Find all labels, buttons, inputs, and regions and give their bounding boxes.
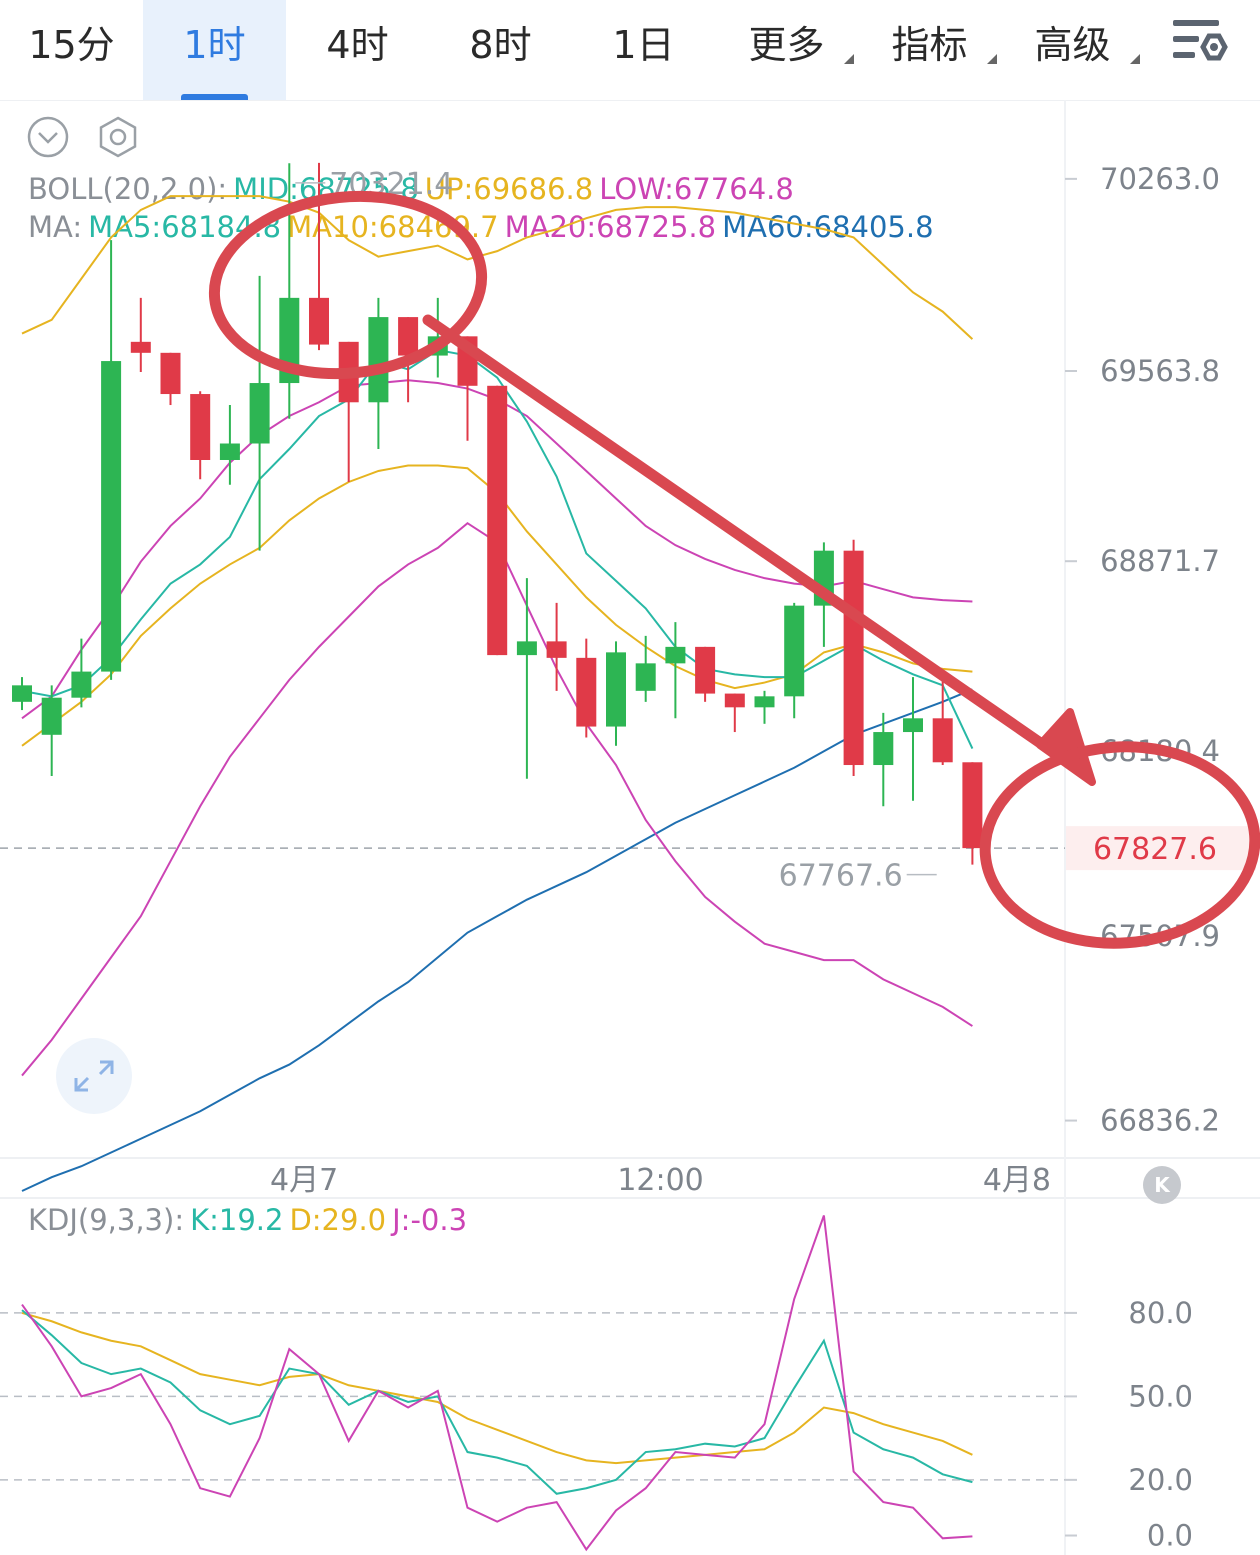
candle-up [635,663,656,691]
timeframe-tabs: 15分 1时 4时 8时 1日 更多 指标 高级 [0,0,1260,101]
kdj-tick-label: 0.0 [1147,1519,1193,1553]
indicator-settings-button[interactable] [96,115,138,158]
kdj-j-line [21,1215,973,1552]
tab-label: 1日 [612,23,675,67]
chart-settings-button[interactable] [1165,14,1235,74]
candle-down [309,297,329,345]
kdj-k-line [21,1309,973,1495]
tab-3[interactable]: 8时 [429,0,572,100]
candle-down [160,352,181,395]
tab-label: 1时 [183,23,246,67]
tab-0[interactable]: 15分 [0,0,143,100]
candle-up [368,317,389,403]
kdj-legend: KDJ(9,3,3): K:19.2 D:29.0 J:-0.3 [28,1203,473,1237]
ma-label: MA: [28,210,83,244]
tab-label: 更多 [748,23,825,67]
x-tick-label: 4月8 [983,1163,1051,1198]
candle-up [12,685,32,702]
collapse-button[interactable] [26,115,69,158]
tab-1[interactable]: 1时 [143,0,286,100]
tab-4[interactable]: 1日 [572,0,715,100]
ma20-value: MA20:68725.8 [504,210,717,244]
candle-down [487,385,508,656]
kdj-d-value: D:29.0 [289,1203,387,1237]
annotation-top-circle [208,190,488,380]
boll-label: BOLL(20,2.0): [28,172,228,206]
candle-up [665,646,686,664]
min-price-label: 67767.6 [779,859,903,894]
ma-legend: MA: MA5:68184.8 MA10:68469.7 MA20:68725.8 MA… [28,210,940,244]
tab-label: 4时 [326,23,389,67]
kdj-label: KDJ(9,3,3): [28,1203,185,1237]
candle-up [219,443,240,460]
tab-2[interactable]: 4时 [286,0,429,100]
dropdown-triangle-icon [1130,54,1140,64]
boll-up-line [21,195,974,340]
fullscreen-button[interactable] [56,1038,132,1114]
candle-up [784,605,805,697]
current-price-tag [1066,826,1256,871]
candle-up [516,641,537,656]
candle-down [130,341,151,353]
ma60-value: MA60:68405.8 [722,210,934,244]
active-tab-indicator [181,94,248,100]
dropdown-triangle-icon [844,54,854,64]
expand-arrows-icon [74,1060,114,1092]
kdj-tick-label: 20.0 [1128,1463,1193,1497]
kdj-d-line [21,1311,973,1465]
tab-label: 8时 [469,23,532,67]
kdj-j-value: J:-0.3 [392,1203,468,1237]
annotation-bottom-circle [979,741,1260,949]
ma5-line [21,349,974,749]
current-price-label: 67827.6 [1093,832,1217,867]
candle-down [190,394,211,460]
candle-up [606,652,626,727]
chevron-down-circle-icon [27,116,69,158]
annotation-arrow-shaft [422,314,1071,766]
boll-up-value: UP:69686.8 [424,172,594,206]
candle-down [546,641,567,658]
kdj-tick-label: 50.0 [1128,1379,1193,1413]
hexagon-settings-icon [99,116,137,158]
candle-up [873,732,894,766]
dropdown-triangle-icon [987,54,997,64]
candle-up [903,718,923,733]
candle-down [724,693,745,708]
candle-down [962,762,983,849]
candle-up [101,361,122,672]
tab-label: 指标 [891,23,968,67]
kdj-tick-label: 80.0 [1128,1296,1193,1330]
y-tick-label: 70263.0 [1100,162,1220,196]
boll-low-value: LOW:67764.8 [599,172,794,206]
candle-down [843,550,864,766]
k-button[interactable]: K [1143,1166,1181,1204]
tab-label: 高级 [1034,23,1111,67]
y-tick-label: 69563.8 [1100,354,1220,388]
candle-up [754,696,775,708]
ma60-line [21,688,973,1192]
x-tick-label: 12:00 [617,1163,703,1198]
kdj-k-value: K:19.2 [190,1203,284,1237]
chart-settings-icon [1173,20,1228,61]
y-tick-label: 68871.7 [1100,544,1220,578]
candle-down [398,317,419,356]
tab-label: 15分 [28,23,115,67]
y-tick-label: 66836.2 [1100,1104,1220,1138]
tab-5[interactable]: 更多 [715,0,858,100]
tab-6[interactable]: 指标 [858,0,1001,100]
candle-up [41,697,62,735]
candle-down [576,657,597,727]
tab-7[interactable]: 高级 [1001,0,1144,100]
candle-down [695,646,716,694]
candle-up [249,383,270,444]
x-tick-label: 4月7 [270,1163,338,1198]
candle-up [71,671,92,698]
candle-down [932,718,953,763]
